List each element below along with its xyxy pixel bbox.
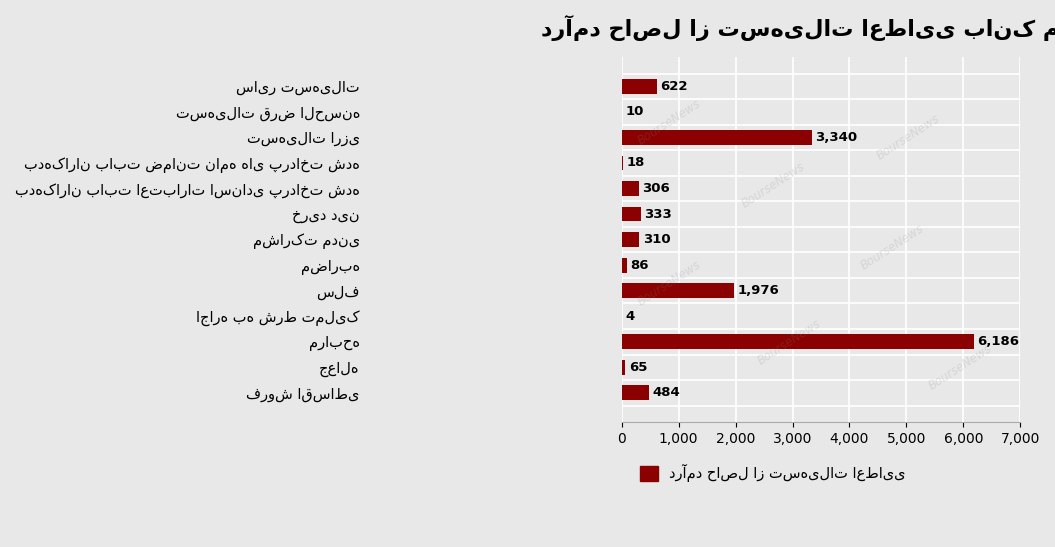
Text: 1,976: 1,976 (737, 284, 780, 297)
Text: 10: 10 (626, 106, 644, 118)
Text: BourseNews: BourseNews (635, 258, 704, 309)
Text: 86: 86 (630, 259, 649, 272)
Text: 484: 484 (653, 386, 680, 399)
Bar (621, 334, 974, 349)
Bar (621, 360, 626, 375)
Text: 18: 18 (626, 156, 645, 170)
Text: 3,340: 3,340 (816, 131, 858, 144)
Bar (621, 386, 649, 400)
Text: 333: 333 (644, 207, 672, 220)
Title: درآمد حاصل از تسهیلات اعطایی بانک ملت: درآمد حاصل از تسهیلات اعطایی بانک ملت (541, 15, 1055, 41)
Text: BourseNews: BourseNews (875, 112, 943, 162)
Bar (621, 258, 627, 272)
Text: BourseNews: BourseNews (755, 317, 823, 367)
Bar (621, 232, 639, 247)
Bar (621, 130, 812, 145)
Bar (621, 181, 639, 196)
Text: 306: 306 (642, 182, 670, 195)
Legend: درآمد حاصل از تسهیلات اعطایی: درآمد حاصل از تسهیلات اعطایی (634, 458, 912, 488)
Text: BourseNews: BourseNews (740, 160, 807, 210)
Text: 6,186: 6,186 (977, 335, 1019, 348)
Text: BourseNews: BourseNews (926, 342, 995, 393)
Text: 4: 4 (626, 310, 634, 323)
Bar (621, 79, 657, 94)
Text: 310: 310 (642, 233, 670, 246)
Text: BourseNews: BourseNews (635, 97, 704, 148)
Text: 65: 65 (629, 361, 647, 374)
Text: BourseNews: BourseNews (859, 222, 926, 272)
Text: 622: 622 (660, 80, 688, 93)
Bar (621, 207, 640, 222)
Bar (621, 283, 734, 298)
